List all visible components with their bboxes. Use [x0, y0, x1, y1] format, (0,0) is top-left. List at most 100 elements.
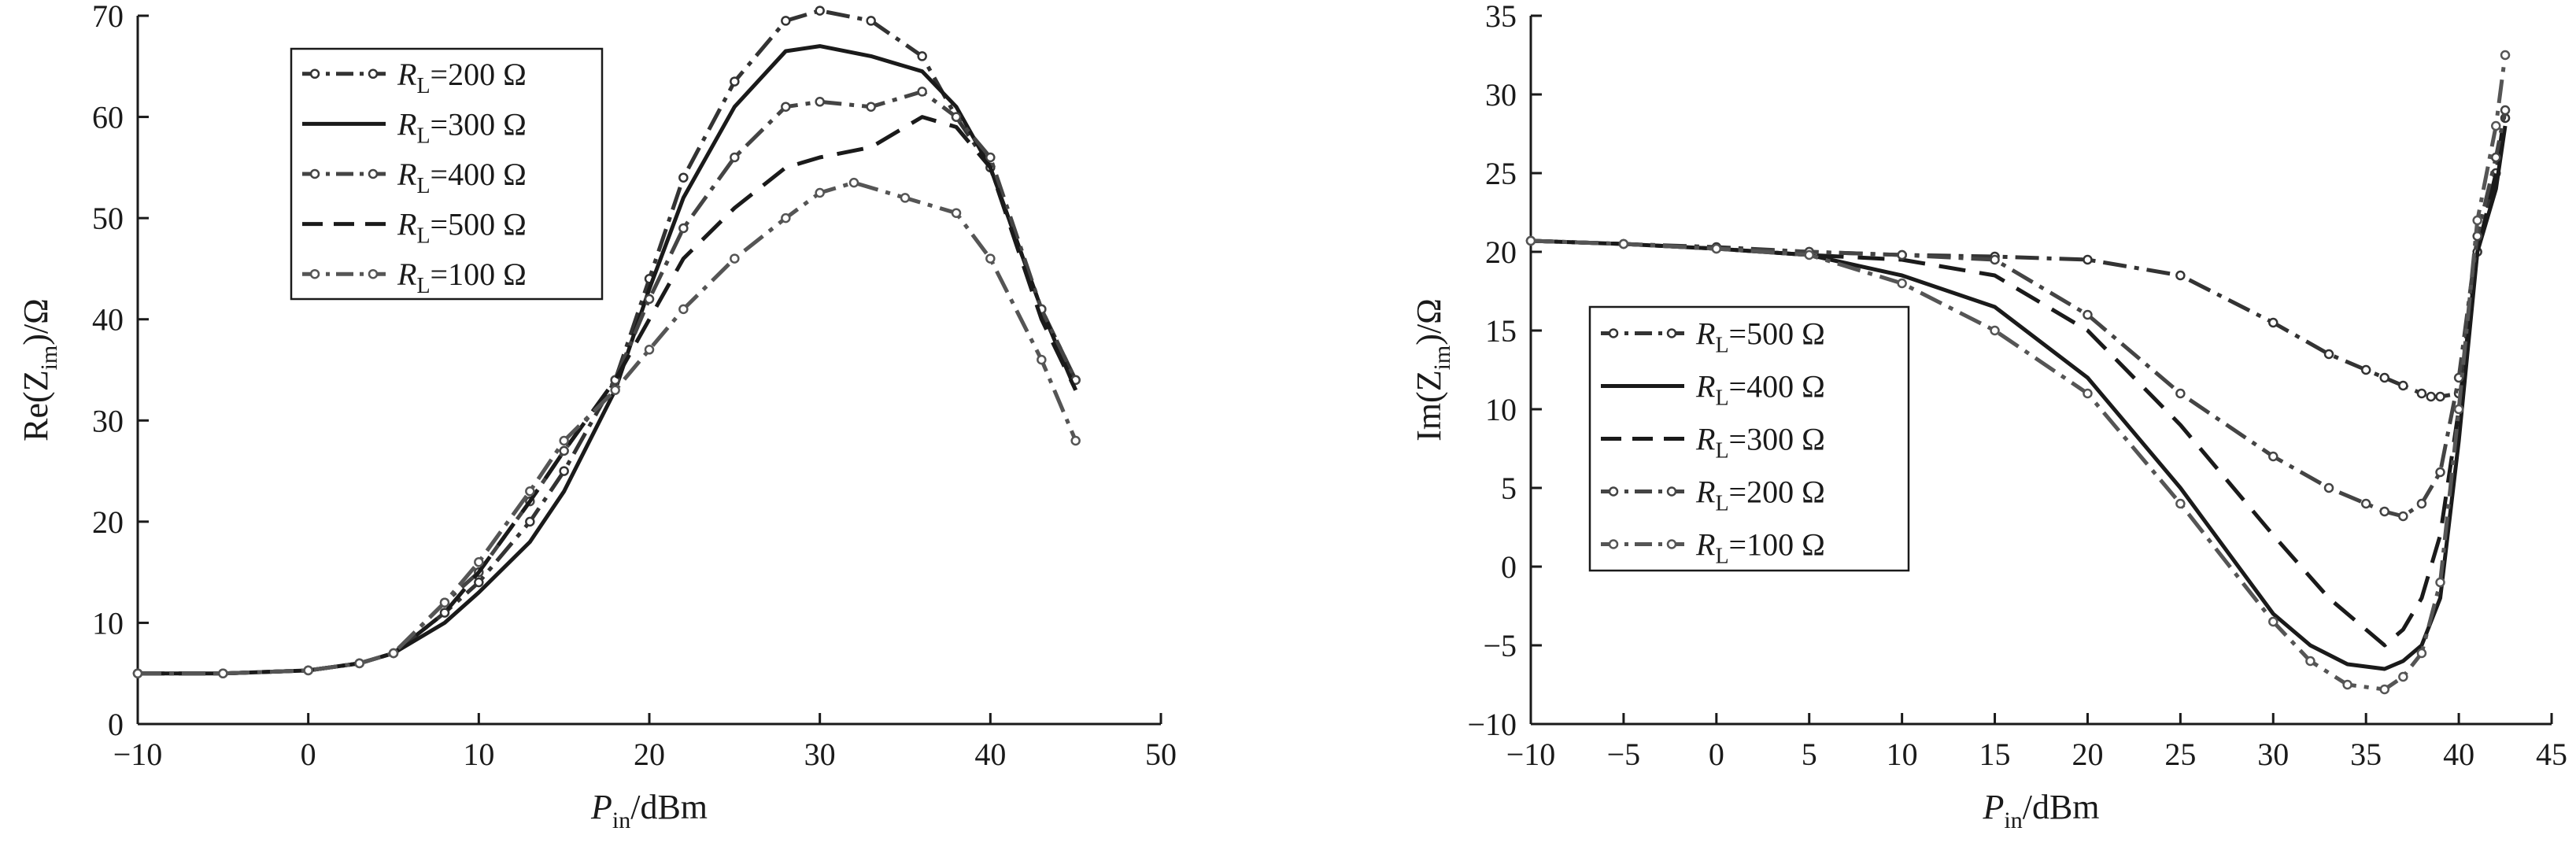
- data-point: [1070, 435, 1081, 446]
- legend: RL=500 Ω RL=400 Ω RL=300 Ω RL=200 Ω RL=100 Ω: [1588, 305, 1910, 572]
- data-point: [2472, 231, 2482, 242]
- y-tick-label: 60: [92, 100, 124, 135]
- data-point: [610, 385, 620, 395]
- y-tick-label: 40: [92, 302, 124, 338]
- data-point: [132, 668, 143, 678]
- legend-label: RL=400 Ω: [397, 157, 527, 198]
- legend-marker: [1666, 486, 1677, 497]
- data-point: [1990, 254, 2000, 265]
- data-point: [559, 466, 569, 476]
- x-tick-label: 40: [974, 737, 1006, 772]
- data-point: [951, 208, 962, 218]
- data-point: [2426, 391, 2436, 402]
- x-tick-label: 15: [1979, 737, 2011, 772]
- y-tick-label: 10: [92, 605, 124, 641]
- plot-area: [132, 6, 1081, 678]
- data-point: [951, 112, 962, 122]
- legend-label: RL=400 Ω: [1695, 369, 1825, 411]
- data-point: [2500, 50, 2511, 61]
- data-point: [2305, 656, 2315, 667]
- x-tick-label: −10: [1506, 737, 1556, 772]
- y-tick-label: 50: [92, 201, 124, 236]
- data-point: [2083, 254, 2093, 265]
- data-point: [781, 102, 791, 112]
- data-point: [1990, 325, 2000, 336]
- legend-marker: [368, 268, 379, 279]
- series-line: [138, 180, 1078, 676]
- y-tick-label: 0: [108, 707, 124, 742]
- data-point: [1525, 235, 1536, 246]
- y-tick-label: 30: [92, 403, 124, 438]
- legend-label: RL=200 Ω: [397, 57, 527, 98]
- x-tick-label: 25: [2164, 737, 2196, 772]
- data-point: [559, 445, 569, 456]
- data-point: [2416, 388, 2427, 399]
- data-point: [730, 152, 740, 163]
- x-tick-label: 20: [634, 737, 665, 772]
- data-point: [218, 668, 228, 678]
- x-axis-title: Pin/dBm: [590, 788, 708, 833]
- legend-marker: [309, 268, 320, 279]
- data-point: [474, 557, 484, 567]
- data-point: [985, 152, 996, 163]
- data-point: [474, 577, 484, 588]
- data-point: [2379, 506, 2390, 517]
- data-point: [2491, 152, 2501, 163]
- series-line: [138, 44, 1078, 676]
- data-point: [2175, 388, 2186, 399]
- data-point: [985, 253, 996, 264]
- x-tick-label: 40: [2443, 737, 2474, 772]
- chart-imaginary-part: −10 −5 0 5 10 15 20 25 30 35 40 45 −10 −5 0 5 10 15 20 25 30…: [1410, 0, 2567, 833]
- y-tick-label: 30: [1485, 77, 1517, 113]
- data-point: [781, 16, 791, 26]
- data-point: [730, 253, 740, 264]
- legend-marker: [1608, 486, 1619, 497]
- legend-label: RL=500 Ω: [397, 207, 527, 249]
- data-point: [2268, 451, 2278, 462]
- data-point: [2342, 679, 2352, 690]
- y-tick-label: 35: [1485, 0, 1517, 34]
- x-tick-label: 0: [1709, 737, 1724, 772]
- data-point: [815, 6, 825, 16]
- data-point: [354, 658, 364, 669]
- data-point: [2268, 616, 2278, 627]
- legend-label: RL=100 Ω: [1695, 527, 1825, 569]
- y-tick-label: −10: [1467, 707, 1517, 742]
- data-point: [2268, 317, 2278, 328]
- data-point: [2491, 120, 2501, 131]
- data-point: [848, 177, 859, 188]
- data-point: [644, 345, 655, 355]
- data-point: [678, 172, 689, 183]
- legend-marker: [1666, 539, 1677, 549]
- y-tick-label: 20: [92, 504, 124, 540]
- plot-area: [1525, 50, 2511, 695]
- data-point: [2416, 498, 2427, 509]
- x-axis-title: Pin/dBm: [1982, 788, 2099, 833]
- data-point: [815, 97, 825, 107]
- x-tick-label: 45: [2536, 737, 2567, 772]
- x-tick-label: −5: [1607, 737, 1641, 772]
- data-point: [2398, 511, 2408, 522]
- data-point: [2379, 684, 2390, 695]
- data-point: [388, 648, 399, 659]
- data-point: [917, 51, 927, 61]
- legend-marker: [1608, 328, 1619, 338]
- data-point: [303, 665, 313, 676]
- data-point: [2360, 364, 2371, 375]
- y-tick-label: 70: [92, 0, 124, 34]
- data-point: [2083, 388, 2093, 399]
- data-point: [1804, 249, 1814, 260]
- x-tick-label: 50: [1145, 737, 1177, 772]
- x-tick-label: 30: [2257, 737, 2289, 772]
- data-point: [678, 304, 689, 315]
- legend-label: RL=100 Ω: [397, 257, 527, 298]
- data-point: [439, 608, 450, 618]
- legend-marker: [368, 68, 379, 79]
- data-point: [2398, 380, 2408, 391]
- data-point: [2323, 349, 2334, 360]
- data-point: [525, 486, 535, 497]
- series-line: [138, 115, 1077, 676]
- data-point: [525, 516, 535, 527]
- data-point: [1897, 249, 1907, 260]
